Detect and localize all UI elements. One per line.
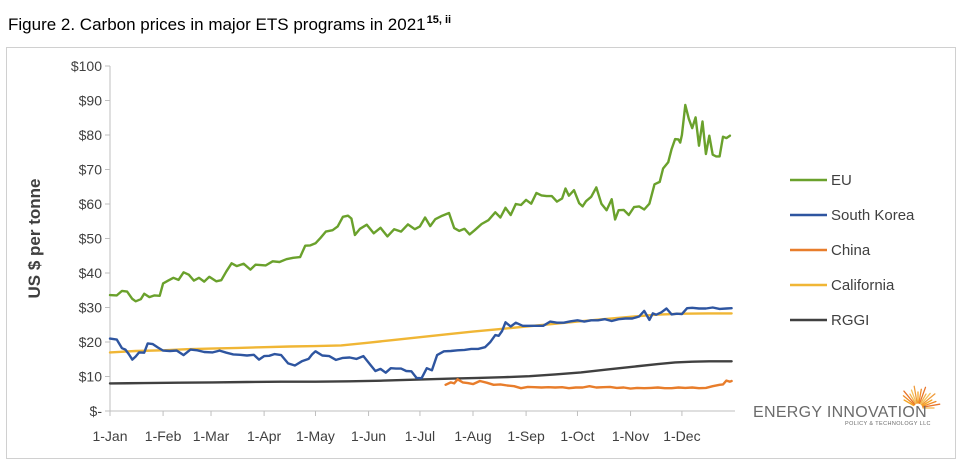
figure-title-superscript: 15, ii	[426, 14, 452, 26]
y-tick-label: $60	[79, 196, 103, 212]
figure-title: Figure 2. Carbon prices in major ETS pro…	[8, 14, 451, 35]
sunburst-ray	[922, 403, 941, 408]
figure-title-text: Figure 2. Carbon prices in major ETS pro…	[8, 15, 426, 34]
x-tick-label: 1-Dec	[663, 428, 700, 444]
y-tick-label: $40	[79, 265, 103, 281]
sunburst-ray	[921, 399, 933, 407]
sunburst-ray	[909, 393, 917, 405]
y-axis-title: US $ per tonne	[25, 179, 44, 299]
y-tick-label: $100	[71, 58, 102, 74]
chart-axes: $- $10 $20 $30 $40 $50 $60 $70 $80 $90 $100 1-Jan 1-…	[25, 58, 735, 444]
series-line-south-korea	[108, 306, 733, 380]
y-tick-label: $-	[90, 403, 103, 419]
logo-main-text: ENERGY INNOVATION	[753, 404, 927, 421]
series-line-eu	[108, 103, 732, 303]
sunburst-ray	[922, 400, 937, 407]
series-line-california	[108, 312, 733, 354]
x-tick-label: 1-Apr	[247, 428, 282, 444]
legend-label: California	[831, 277, 895, 294]
legend-label: EU	[831, 172, 852, 189]
x-tick-label: 1-Nov	[612, 428, 649, 444]
sunburst-ray	[921, 393, 936, 406]
y-tick-label: $50	[79, 231, 103, 247]
x-tick-label: 1-Jan	[92, 428, 127, 444]
x-tick-label: 1-Sep	[507, 428, 545, 444]
y-tick-label: $80	[79, 127, 103, 143]
sunburst-ray	[920, 392, 931, 405]
x-tick-label: 1-Aug	[454, 428, 491, 444]
sunburst-ray	[918, 388, 922, 404]
chart-frame	[6, 47, 956, 459]
x-tick-label: 1-Mar	[193, 428, 230, 444]
y-tick-label: $10	[79, 369, 103, 385]
x-tick-label: 1-Jun	[351, 428, 386, 444]
x-tick-label: 1-May	[296, 428, 335, 444]
sunburst-ray	[910, 389, 917, 404]
y-tick-label: $90	[79, 93, 103, 109]
y-tick-label: $30	[79, 300, 103, 316]
legend-label: South Korea	[831, 207, 915, 224]
y-tick-label: $20	[79, 334, 103, 350]
energy-innovation-logo: ENERGY INNOVATION POLICY & TECHNOLOGY LL…	[753, 385, 941, 427]
series-line-china	[444, 378, 733, 390]
sunburst-ray	[919, 393, 927, 405]
chart-series	[108, 103, 733, 390]
legend-label: China	[831, 242, 871, 259]
x-tick-label: 1-Jul	[405, 428, 435, 444]
series-line-rggi	[108, 360, 733, 385]
sunburst-ray	[903, 399, 915, 407]
x-tick-label: 1-Feb	[145, 428, 182, 444]
sunburst-ray	[913, 385, 918, 404]
sunburst-ray	[903, 390, 916, 405]
sunburst-ray	[902, 395, 915, 406]
logo-sub-text: POLICY & TECHNOLOGY LLC	[845, 421, 931, 427]
chart-legend: EU South Korea China California RGGI	[790, 172, 915, 329]
sunburst-icon	[902, 385, 941, 409]
y-tick-label: $70	[79, 162, 103, 178]
legend-label: RGGI	[831, 312, 869, 329]
x-tick-label: 1-Oct	[560, 428, 594, 444]
sunburst-ray	[919, 386, 927, 404]
